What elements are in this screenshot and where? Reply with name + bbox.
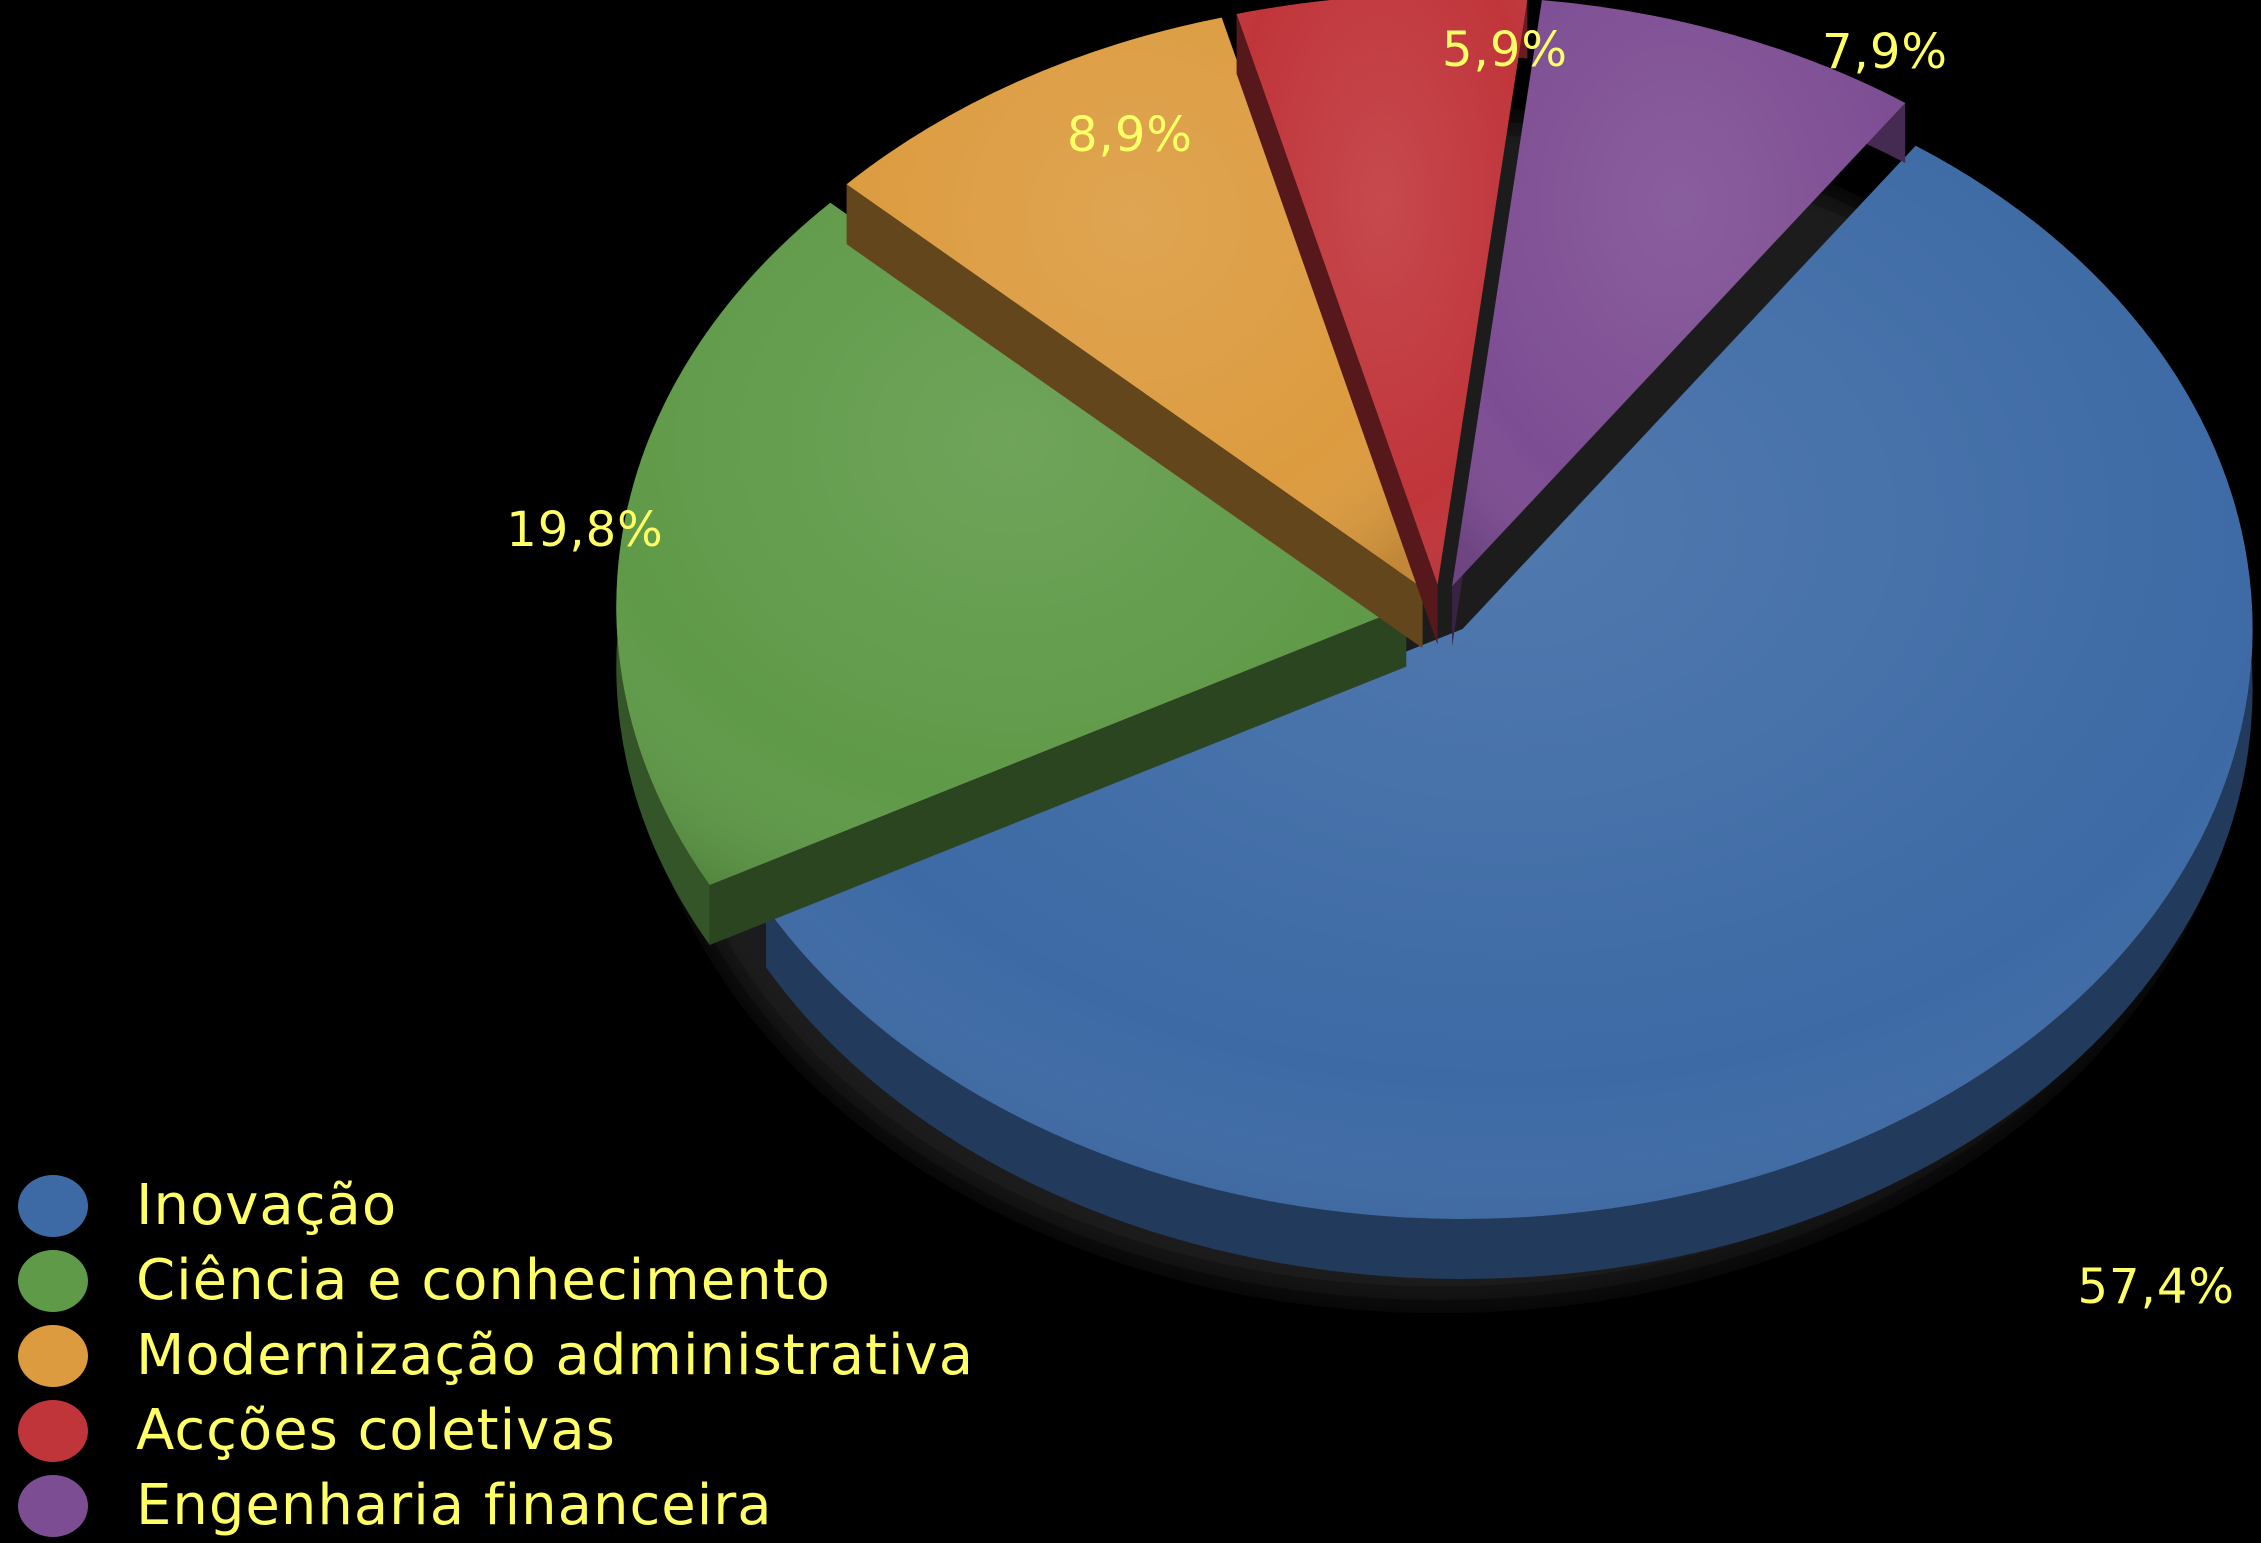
- pie-slice-5: [1452, 0, 1906, 647]
- legend-swatch: [18, 1174, 88, 1237]
- pie-slice-sheen: [616, 202, 1407, 886]
- legend-swatch: [18, 1474, 88, 1537]
- legend-label: Modernização administrativa: [136, 1323, 975, 1388]
- pie-slice-edge: [846, 184, 1423, 649]
- data-label-1: 57,4%: [2078, 1259, 2235, 1315]
- pie-slice-sheen: [1236, 0, 1528, 585]
- pie-slice-sheen: [846, 17, 1423, 589]
- legend-item: Acções coletivas: [18, 1393, 974, 1468]
- pie-slice-edge: [1236, 14, 1438, 645]
- legend-label: Engenharia financeira: [136, 1473, 773, 1538]
- data-label-2: 19,8%: [506, 502, 663, 558]
- pie-slice-1: [766, 145, 2253, 1279]
- data-label-5: 7,9%: [1822, 24, 1948, 80]
- pie-slice-edge: [709, 606, 1407, 946]
- legend-item: Modernização administrativa: [18, 1318, 974, 1393]
- data-label-4: 5,9%: [1442, 22, 1568, 78]
- legend-swatch: [18, 1249, 88, 1312]
- legend-item: Inovação: [18, 1168, 974, 1243]
- legend-label: Inovação: [136, 1173, 398, 1238]
- legend-item: Engenharia financeira: [18, 1468, 974, 1543]
- legend-swatch: [18, 1399, 88, 1462]
- data-label-3: 8,9%: [1067, 107, 1193, 163]
- pie-slice-2: [616, 202, 1407, 946]
- legend-swatch: [18, 1324, 88, 1387]
- pie-slice-sheen: [766, 145, 2253, 1219]
- legend-item: Ciência e conhecimento: [18, 1243, 974, 1318]
- pie-slice-sheen: [1452, 0, 1906, 587]
- legend-label: Ciência e conhecimento: [136, 1248, 831, 1313]
- pie-slice-3: [846, 17, 1423, 649]
- pie-slice-4: [1236, 0, 1528, 645]
- legend-label: Acções coletivas: [136, 1398, 616, 1463]
- legend: Inovação Ciência e conhecimento Modernizaç…: [18, 1168, 974, 1543]
